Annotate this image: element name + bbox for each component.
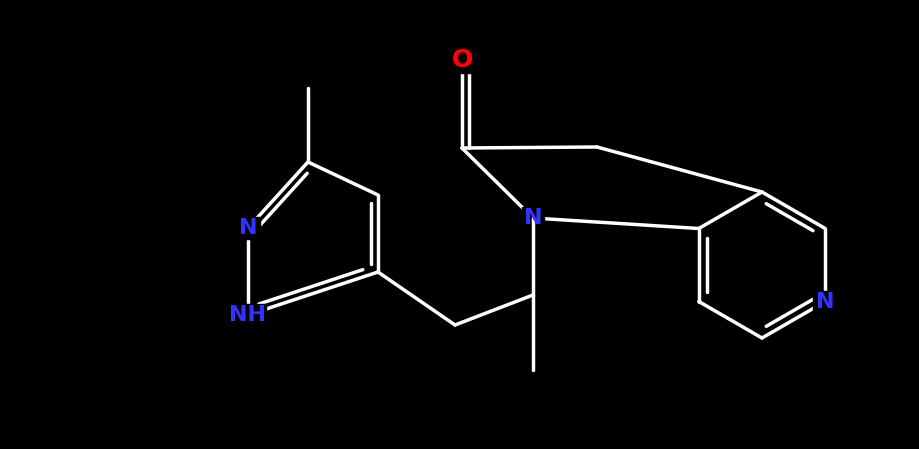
Bar bbox=[230, 304, 266, 326]
Bar bbox=[448, 47, 474, 73]
Text: N: N bbox=[239, 218, 257, 238]
Text: N: N bbox=[815, 291, 834, 312]
Bar bbox=[236, 217, 260, 239]
Text: NH: NH bbox=[229, 305, 267, 325]
Bar bbox=[521, 207, 543, 229]
Text: O: O bbox=[451, 48, 472, 72]
Bar bbox=[812, 291, 836, 313]
Text: N: N bbox=[523, 208, 541, 228]
Text: O: O bbox=[451, 48, 472, 72]
